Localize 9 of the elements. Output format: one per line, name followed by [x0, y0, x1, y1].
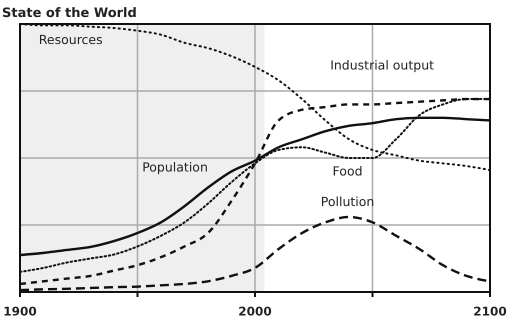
- series-label: Population: [142, 159, 208, 174]
- chart-title: State of the World: [2, 6, 137, 21]
- x-tick-label: 2100: [473, 304, 507, 319]
- series-label: Resources: [38, 32, 103, 48]
- series-label: Pollution: [320, 194, 374, 210]
- x-tick-label: 1900: [3, 304, 37, 319]
- series-label: Food: [332, 163, 363, 178]
- x-tick-label: 2000: [238, 304, 272, 319]
- text: Industrial output: [330, 58, 434, 73]
